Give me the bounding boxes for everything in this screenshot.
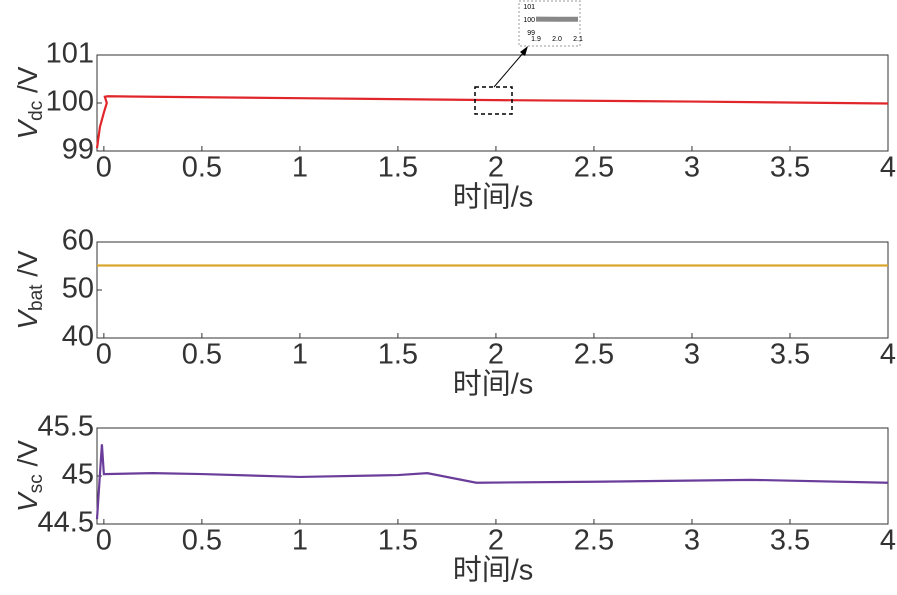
zoom-arrow	[493, 51, 525, 88]
y-tick-label: 100	[46, 86, 94, 118]
x-tick-label: 2	[488, 339, 504, 371]
y-tick-label: 45	[62, 459, 94, 491]
x-axis-label: 时间/s	[453, 554, 534, 587]
data-line	[95, 444, 889, 520]
x-tick-label: 0	[96, 525, 112, 557]
x-tick-label: 3	[684, 525, 700, 557]
plot-frame	[96, 241, 889, 339]
x-tick-label: 2.5	[574, 152, 614, 184]
x-tick-label: 1.5	[378, 525, 418, 557]
x-tick-label: 4	[880, 525, 896, 557]
y-tick-label: 50	[62, 273, 94, 305]
y-tick-label: 99	[62, 134, 94, 166]
y-tick-label: 40	[62, 321, 94, 353]
inset-x-tick-label: 2.1	[573, 36, 583, 43]
y-tick-label: 60	[62, 225, 94, 257]
plot-frame	[96, 427, 889, 525]
inset-x-tick-label: 2.0	[552, 36, 562, 43]
x-tick-label: 2	[488, 525, 504, 557]
x-tick-label: 2	[488, 152, 504, 184]
arrow-head	[520, 46, 528, 56]
x-tick-label: 0.5	[182, 152, 222, 184]
zoom-box	[474, 86, 513, 115]
y-axis-label: Vbat /V	[12, 250, 47, 330]
inset-frame	[518, 0, 581, 47]
x-tick-label: 3	[684, 152, 700, 184]
y-label-unit: /V	[12, 440, 43, 475]
inset-y-tick-label: 101	[523, 4, 535, 11]
y-label-subscript: bat	[26, 284, 47, 311]
x-tick-label: 1.5	[378, 339, 418, 371]
x-tick-label: 3.5	[770, 339, 810, 371]
y-tick-label: 101	[46, 38, 94, 70]
x-tick-label: 4	[880, 339, 896, 371]
y-label-symbol: V	[12, 119, 43, 140]
x-tick-label: 0	[96, 339, 112, 371]
x-tick-label: 0	[96, 152, 112, 184]
x-tick-label: 2.5	[574, 339, 614, 371]
x-tick-label: 2.5	[574, 525, 614, 557]
x-tick-label: 3.5	[770, 152, 810, 184]
x-tick-label: 1	[292, 525, 308, 557]
x-tick-label: 1	[292, 152, 308, 184]
x-tick-label: 1	[292, 339, 308, 371]
x-axis-label: 时间/s	[453, 181, 534, 214]
x-tick-label: 0.5	[182, 339, 222, 371]
inset-x-tick-label: 1.9	[531, 36, 541, 43]
y-label-symbol: V	[12, 309, 43, 330]
x-tick-label: 3	[684, 339, 700, 371]
y-label-subscript: dc	[26, 101, 47, 121]
inset-y-tick-label: 100	[523, 17, 535, 24]
inset-y-tick-label: 99	[527, 30, 535, 37]
data-line	[95, 95, 889, 149]
y-tick-label: 45.5	[38, 411, 94, 443]
x-tick-label: 1.5	[378, 152, 418, 184]
y-label-symbol: V	[12, 491, 43, 512]
y-label-unit: /V	[12, 250, 43, 285]
x-tick-label: 3.5	[770, 525, 810, 557]
y-label-subscript: sc	[26, 474, 47, 493]
x-tick-label: 4	[880, 152, 896, 184]
inset: 99 100 101 1.9 2.0 2.1	[474, 0, 583, 115]
x-tick-label: 0.5	[182, 525, 222, 557]
y-label-unit: /V	[12, 66, 43, 101]
y-axis-label: Vdc /V	[12, 66, 47, 139]
inset-line	[536, 16, 578, 22]
y-tick-label: 44.5	[38, 507, 94, 539]
y-axis-label: Vsc /V	[12, 440, 47, 512]
x-axis-label: 时间/s	[453, 368, 534, 401]
